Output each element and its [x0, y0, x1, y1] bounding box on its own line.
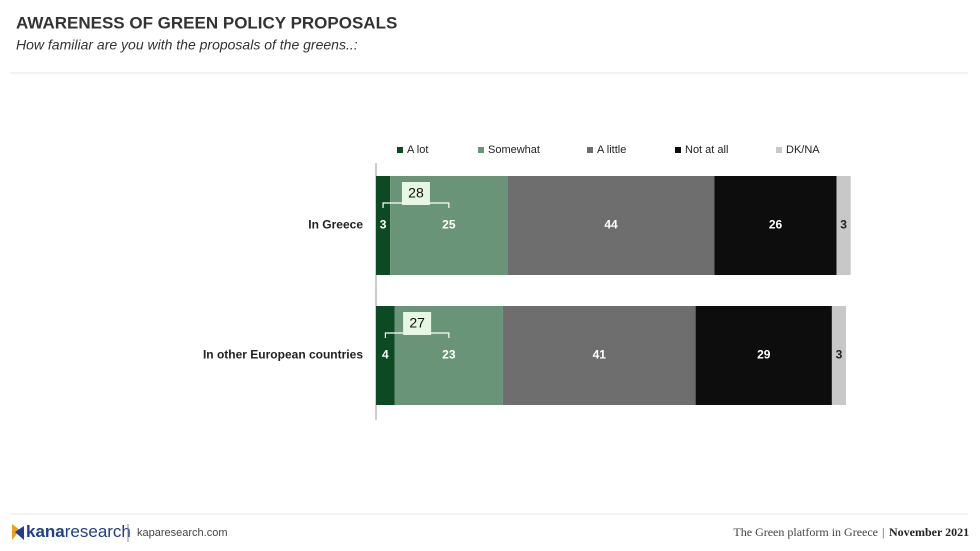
- value-label: 3: [836, 348, 843, 362]
- logo: kanaresearch: [12, 522, 131, 541]
- bar-segment: [376, 306, 395, 405]
- legend-swatch: [587, 147, 593, 153]
- legend-swatch: [776, 147, 782, 153]
- category-label: In Greece: [308, 218, 363, 232]
- legend-label: A little: [597, 144, 626, 156]
- site: kaparesearch.com: [137, 527, 228, 539]
- annotation-box: [403, 312, 432, 335]
- legend-swatch: [675, 147, 681, 153]
- bar-segment: [836, 176, 851, 275]
- legend-swatch: [478, 147, 484, 153]
- bar-segment: [376, 176, 391, 275]
- value-label: 3: [840, 218, 847, 232]
- bar-segment: [831, 306, 846, 405]
- logo-text: kanaresearch: [26, 522, 131, 541]
- legend-label: Somewhat: [488, 144, 540, 156]
- value-label: 26: [769, 218, 783, 232]
- value-label: 25: [442, 218, 456, 232]
- logo-bold: kana: [26, 522, 65, 541]
- value-label: 41: [593, 348, 607, 362]
- value-label: 44: [604, 218, 618, 232]
- value-label: 4: [382, 348, 389, 362]
- bar-segment: [507, 176, 715, 275]
- value-label: 3: [380, 218, 387, 232]
- value-label: 23: [442, 348, 456, 362]
- legend-label: Not at all: [685, 144, 728, 156]
- report: The Green platform in Greece: [733, 525, 878, 539]
- logo-icon: [15, 526, 24, 540]
- legend-swatch: [397, 147, 403, 153]
- bar-segment: [695, 306, 832, 405]
- annotation-box: [401, 182, 430, 205]
- value-label: 29: [757, 348, 771, 362]
- annotation-label: 28: [408, 185, 424, 201]
- bar-segment: [714, 176, 837, 275]
- annotation-label: 27: [409, 315, 425, 331]
- legend-label: DK/NA: [786, 144, 820, 156]
- date: November 2021: [889, 525, 969, 539]
- chart-subtitle: How familiar are you with the proposals …: [16, 37, 358, 53]
- category-label: In other European countries: [203, 348, 363, 362]
- separator: |: [882, 525, 884, 539]
- bar-segment: [502, 306, 696, 405]
- logo-light: research: [65, 522, 131, 541]
- chart-title: AWARENESS OF GREEN POLICY PROPOSALS: [16, 13, 397, 32]
- legend-label: A lot: [407, 144, 428, 156]
